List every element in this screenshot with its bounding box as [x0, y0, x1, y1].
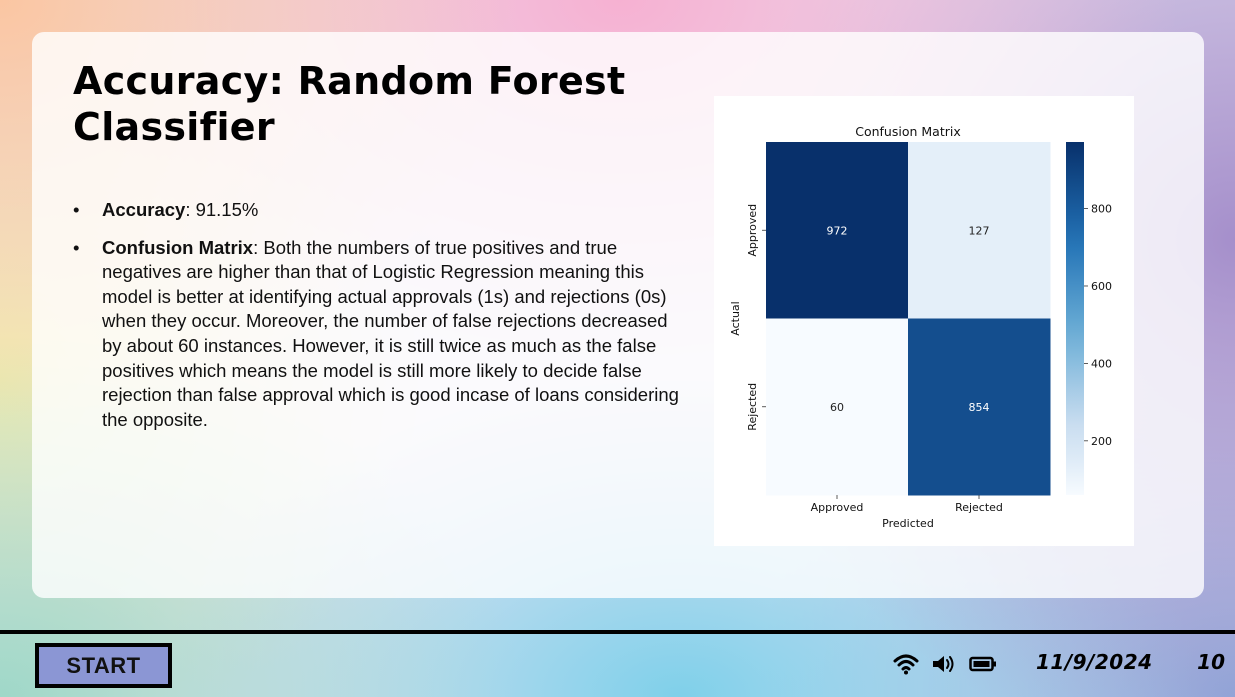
colorbar-tick-label: 400	[1091, 357, 1112, 370]
colorbar	[1066, 142, 1084, 495]
bullet-confusion-label: Confusion Matrix	[102, 236, 254, 258]
battery-icon[interactable]	[969, 653, 997, 675]
confusion-matrix-chart: Confusion Matrix 972 127 60 854 Approved Rejec…	[714, 96, 1134, 546]
bullet-dot: •	[73, 199, 80, 220]
y-tick-label: Approved	[746, 204, 759, 257]
bullet-confusion-matrix: • Confusion Matrix: Both the numbers of …	[73, 236, 685, 433]
y-tick-label: Rejected	[746, 383, 759, 431]
colorbar-tick-label: 200	[1091, 435, 1112, 448]
cell-value-label: 854	[969, 401, 990, 414]
x-axis-label: Predicted	[882, 517, 934, 530]
wifi-icon[interactable]	[893, 653, 919, 675]
taskbar-date: 11/9/2024	[1036, 650, 1153, 674]
y-axis-label: Actual	[729, 301, 742, 335]
slide-title: Accuracy: Random Forest Classifier	[73, 59, 626, 149]
cell-value-label: 972	[827, 224, 848, 237]
bullet-dot: •	[73, 236, 80, 258]
bullet-accuracy-label: Accuracy	[102, 199, 186, 220]
colorbar-tick-label: 800	[1091, 203, 1112, 216]
heatmap-cell	[908, 318, 1051, 496]
colorbar-tick-label: 600	[1091, 280, 1112, 293]
volume-icon[interactable]	[931, 653, 957, 675]
heatmap-cell	[766, 142, 909, 319]
bullet-accuracy-text: : 91.15%	[185, 199, 259, 220]
bullet-accuracy: • Accuracy: 91.15%	[73, 198, 685, 223]
heatmap-cell	[908, 142, 1051, 319]
heatmap-cell	[766, 318, 909, 496]
start-button[interactable]: START	[35, 643, 172, 688]
bullet-list: • Accuracy: 91.15% • Confusion Matrix: B…	[73, 198, 685, 445]
cell-value-label: 127	[969, 224, 990, 237]
x-tick-label: Rejected	[955, 501, 1003, 514]
page-number: 10	[1197, 650, 1225, 674]
x-tick-label: Approved	[811, 501, 864, 514]
chart-title: Confusion Matrix	[855, 124, 961, 139]
confusion-matrix-svg: Confusion Matrix 972 127 60 854 Approved Rejec…	[729, 124, 1112, 530]
taskbar-divider	[0, 630, 1235, 634]
cell-value-label: 60	[830, 401, 844, 414]
bullet-confusion-text: : Both the numbers of true positives and…	[102, 236, 679, 430]
